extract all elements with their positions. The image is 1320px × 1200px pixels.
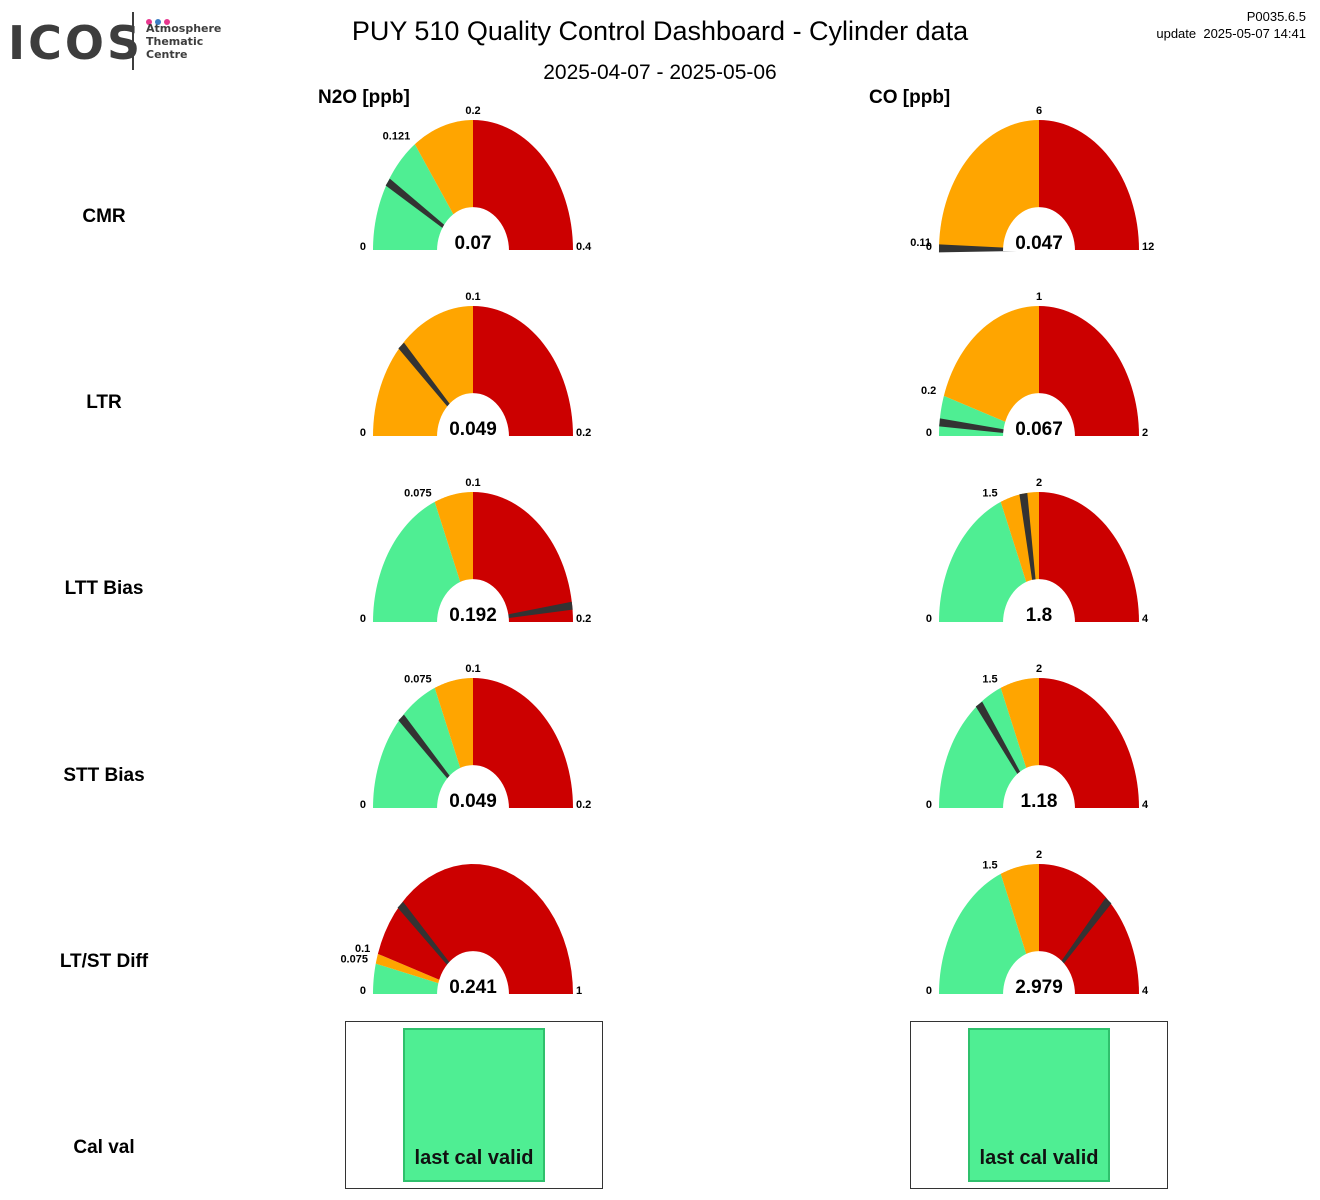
logo-divider <box>132 12 134 70</box>
gauge-co-5-threshold-label-2: 2 <box>1036 849 1042 861</box>
row-label-cal-val: Cal val <box>73 1137 135 1158</box>
gauge-co-4-max-label: 4 <box>1142 799 1149 811</box>
gauge-n2o-3-zone-bad <box>473 492 573 622</box>
logo-dot-2 <box>155 19 161 25</box>
gauge-co-1-zone-bad <box>1039 120 1139 250</box>
row-label-cmr: CMR <box>82 206 126 227</box>
gauge-co-2-value-label: 0.067 <box>1015 419 1063 440</box>
gauge-co-3-threshold-label-2: 2 <box>1036 477 1042 489</box>
cal-status-indicator-n2o: last cal valid <box>403 1028 545 1182</box>
gauge-n2o-3-threshold-label-1: 0.075 <box>404 487 432 499</box>
gauge-n2o-1-value-label: 0.07 <box>455 233 492 254</box>
cal-status-text-co: last cal valid <box>979 1147 1099 1169</box>
gauge-co-4-hub <box>1003 765 1075 809</box>
gauge-n2o-2-threshold-label-1: 0.1 <box>465 291 480 303</box>
logo-dot-3 <box>164 19 170 25</box>
gauge-co-3-threshold-label-1: 1.5 <box>982 487 997 499</box>
gauge-co-1-threshold-label-1: 0.11 <box>910 237 931 249</box>
gauge-n2o-2-value-label: 0.049 <box>449 419 497 440</box>
gauge-n2o-2-max-label: 0.2 <box>576 427 591 439</box>
gauge-n2o-1-hub <box>437 207 509 251</box>
gauge-n2o-5-zone-bad <box>377 864 573 994</box>
gauge-n2o-2-hub <box>437 393 509 437</box>
gauge-n2o-4-hub <box>437 765 509 809</box>
gauge-co-2-threshold-label-1: 0.2 <box>921 385 936 397</box>
gauge-co-5-max-label: 4 <box>1142 985 1149 997</box>
logo-dot-1 <box>146 19 152 25</box>
logo-dots-icon <box>146 12 173 25</box>
update-timestamp: update 2025-05-07 14:41 <box>1156 26 1306 41</box>
gauge-co-1-hub <box>1003 207 1075 251</box>
logo-line-1: Atmosphere <box>146 22 222 35</box>
cal-status-text-n2o: last cal valid <box>414 1147 534 1169</box>
gauge-co-2-hub <box>1003 393 1075 437</box>
gauge-n2o-3-value-label: 0.192 <box>449 605 497 626</box>
cal-val-panel-co: last cal valid <box>910 1021 1168 1189</box>
gauge-n2o-3-hub <box>437 579 509 623</box>
gauge-n2o-2-zone-bad <box>473 306 573 436</box>
gauge-co-2-min-label: 0 <box>926 427 932 439</box>
gauge-co-2-max-label: 2 <box>1142 427 1148 439</box>
icos-logo: ICOS Atmosphere Thematic Centre <box>6 10 226 74</box>
gauge-co-3-zone-bad <box>1039 492 1139 622</box>
gauge-n2o-1-zone-bad <box>473 120 573 250</box>
gauge-n2o-3-max-label: 0.2 <box>576 613 591 625</box>
page-title: PUY 510 Quality Control Dashboard - Cyli… <box>351 16 969 46</box>
gauge-co-1-threshold-label-2: 6 <box>1036 105 1042 117</box>
gauge-n2o-5-threshold-label-2: 0.1 <box>355 943 370 955</box>
gauge-co-2-zone-bad <box>1039 306 1139 436</box>
gauge-n2o-3-threshold-label-2: 0.1 <box>465 477 480 489</box>
row-label-stt-bias: STT Bias <box>63 765 145 786</box>
gauge-n2o-5-threshold-label-1: 0.075 <box>340 953 368 965</box>
gauge-co-3-value-label: 1.8 <box>1026 605 1052 626</box>
gauge-n2o-5-max-label: 1 <box>576 985 582 997</box>
gauge-co-1-min-label: 0 <box>926 241 932 253</box>
gauge-n2o-1-max-label: 0.4 <box>576 241 592 253</box>
gauge-n2o-4-zone-bad <box>473 678 573 808</box>
logo-wordmark: ICOS <box>8 16 144 70</box>
gauge-n2o-4-threshold-label-1: 0.075 <box>404 673 432 685</box>
gauge-co-4-value-label: 1.18 <box>1021 791 1058 812</box>
gauge-n2o-1-min-label: 0 <box>360 241 366 253</box>
cal-val-panel-n2o: last cal valid <box>345 1021 603 1189</box>
row-label-ltt-bias: LTT Bias <box>64 578 144 599</box>
gauge-co-5-value-label: 2.979 <box>1015 977 1063 998</box>
date-range: 2025-04-07 - 2025-05-06 <box>543 61 777 84</box>
gauge-co-1-zone-warn <box>939 120 1039 250</box>
gauge-co-5-min-label: 0 <box>926 985 932 997</box>
gauge-co-4-zone-bad <box>1039 678 1139 808</box>
gauge-co-1-max-label: 12 <box>1142 241 1154 253</box>
logo-line-3: Centre <box>146 48 188 61</box>
gauge-n2o-4-threshold-label-2: 0.1 <box>465 663 480 675</box>
gauge-co-5-threshold-label-1: 1.5 <box>982 859 997 871</box>
cal-status-indicator-co: last cal valid <box>968 1028 1110 1182</box>
gauge-n2o-4-value-label: 0.049 <box>449 791 497 812</box>
gauge-co-2-zone-warn <box>943 306 1039 436</box>
row-label-ltr: LTR <box>86 392 122 413</box>
gauge-n2o-3-min-label: 0 <box>360 613 366 625</box>
version-label: P0035.6.5 <box>1246 9 1306 24</box>
gauge-n2o-4-min-label: 0 <box>360 799 366 811</box>
gauge-n2o-4-max-label: 0.2 <box>576 799 591 811</box>
gauge-co-3-min-label: 0 <box>926 613 932 625</box>
gauge-n2o-5-hub <box>437 951 509 995</box>
gauge-co-3-hub <box>1003 579 1075 623</box>
gauge-co-1-value-label: 0.047 <box>1015 233 1063 254</box>
column-header-n2o: N2O [ppb] <box>318 87 410 108</box>
column-header-co: CO [ppb] <box>869 87 951 108</box>
gauge-n2o-2-min-label: 0 <box>360 427 366 439</box>
gauge-co-3-max-label: 4 <box>1142 613 1149 625</box>
row-label-lt-st-diff: LT/ST Diff <box>59 951 149 972</box>
gauge-co-2-threshold-label-2: 1 <box>1036 291 1042 303</box>
gauge-n2o-5-min-label: 0 <box>360 985 366 997</box>
gauge-co-4-threshold-label-2: 2 <box>1036 663 1042 675</box>
gauge-co-4-threshold-label-1: 1.5 <box>982 673 997 685</box>
gauge-n2o-1-threshold-label-1: 0.121 <box>383 130 411 142</box>
gauge-n2o-1-threshold-label-2: 0.2 <box>465 105 480 117</box>
gauge-co-4-min-label: 0 <box>926 799 932 811</box>
gauge-co-5-hub <box>1003 951 1075 995</box>
gauge-n2o-5-value-label: 0.241 <box>449 977 497 998</box>
logo-line-2: Thematic <box>146 35 204 48</box>
